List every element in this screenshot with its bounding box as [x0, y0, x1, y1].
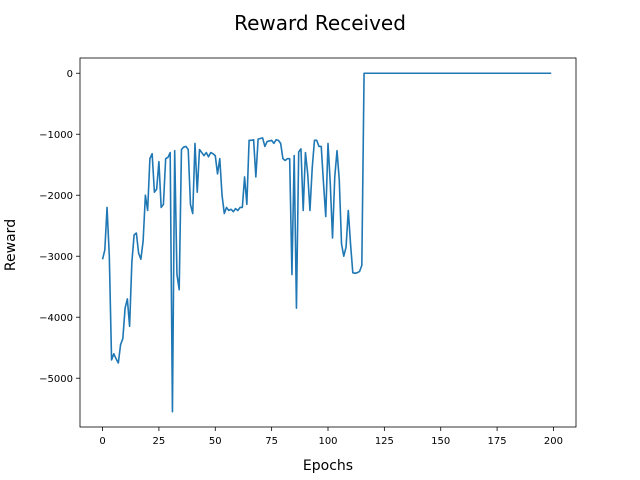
x-tick-label: 0 — [99, 436, 105, 447]
x-tick-label: 200 — [544, 436, 563, 447]
y-tick-label: −1000 — [39, 130, 73, 141]
x-tick-label: 75 — [265, 436, 278, 447]
x-tick-label: 150 — [431, 436, 450, 447]
y-tick-label: −4000 — [39, 313, 73, 324]
y-tick-label: −2000 — [39, 191, 73, 202]
x-tick-label: 100 — [318, 436, 337, 447]
y-tick-label: −3000 — [39, 252, 73, 263]
x-tick-label: 175 — [488, 436, 507, 447]
x-tick-label: 25 — [153, 436, 166, 447]
x-axis-label: Epochs — [303, 458, 353, 474]
y-tick-label: 0 — [67, 69, 73, 80]
x-tick-label: 125 — [375, 436, 394, 447]
x-tick-label: 50 — [209, 436, 222, 447]
plot-area: 0 25 50 75 100 125 150 175 200 0 −1000 −2000 −3000 −4… — [39, 57, 577, 447]
y-axis-label: Reward — [3, 219, 19, 271]
chart-title: Reward Received — [234, 11, 406, 35]
y-tick-label: −5000 — [39, 374, 73, 385]
series-line-0 — [101, 72, 552, 413]
axes-frame — [79, 57, 577, 428]
